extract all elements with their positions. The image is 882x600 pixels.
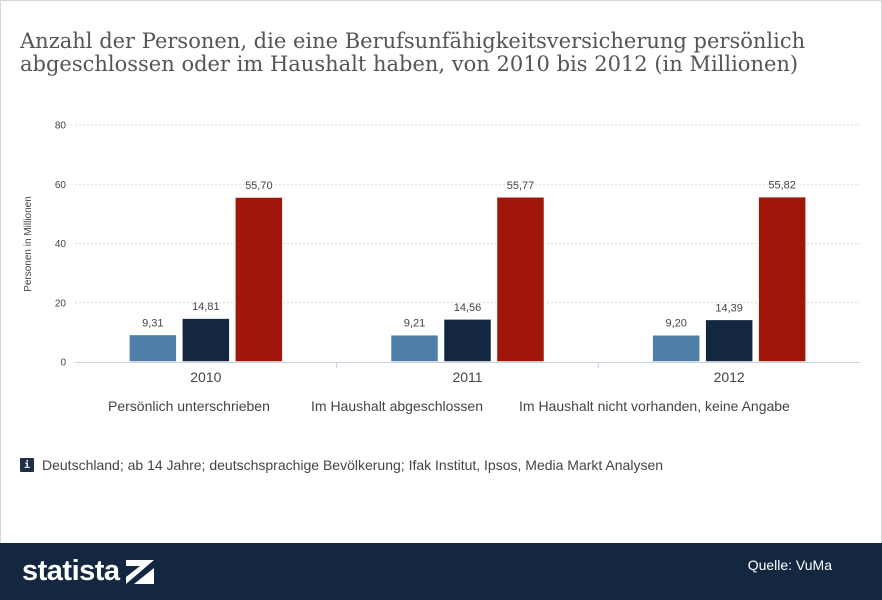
bar <box>704 318 754 363</box>
x-tick-label: 2012 <box>714 369 745 385</box>
bars <box>128 195 807 363</box>
bar <box>128 333 178 363</box>
legend-item-haushalt[interactable]: Im Haushalt abgeschlossen <box>311 398 483 414</box>
x-tick-label: 2011 <box>452 369 482 385</box>
y-tick-label: 60 <box>55 180 67 191</box>
data-label: 55,70 <box>245 180 273 192</box>
data-labels: 9,31 14,81 55,70 9,21 14,56 55,77 9,20 14,39 55,… <box>142 180 796 330</box>
x-tick-label: 2010 <box>190 369 221 385</box>
data-label: 14,56 <box>454 302 482 314</box>
y-tick-label: 40 <box>55 239 67 250</box>
data-label: 55,77 <box>507 180 535 192</box>
data-label: 14,81 <box>192 301 220 313</box>
logo-text: statista <box>22 555 120 587</box>
info-icon[interactable]: i <box>20 458 34 472</box>
bar <box>234 196 284 363</box>
data-label: 14,39 <box>715 302 743 314</box>
y-axis-label: Personen in Millionen <box>23 196 34 292</box>
y-axis-ticks: 0 20 40 60 80 <box>55 121 67 369</box>
y-tick-label: 0 <box>60 358 66 369</box>
bar <box>442 318 493 363</box>
chart-title-line-1: Anzahl der Personen, die eine Berufsunfä… <box>20 29 806 53</box>
source-credit[interactable]: Quelle: VuMa <box>747 557 832 573</box>
data-label: 55,82 <box>768 180 796 192</box>
data-label: 9,20 <box>665 318 686 330</box>
legend: Persönlich unterschrieben Im Haushalt ab… <box>108 398 808 418</box>
grid-lines <box>75 124 860 304</box>
bar <box>181 317 231 363</box>
y-tick-label: 80 <box>55 121 67 132</box>
bar <box>495 196 546 363</box>
chart-title: Anzahl der Personen, die eine Berufsunfä… <box>20 30 860 76</box>
bar <box>389 333 440 363</box>
statista-logo-icon <box>125 559 154 584</box>
bar <box>757 195 807 363</box>
source-note-text: Deutschland; ab 14 Jahre; deutschsprachi… <box>42 457 664 473</box>
bar <box>651 333 701 363</box>
legend-item-nicht-vorhanden[interactable]: Im Haushalt nicht vorhanden, keine Angab… <box>519 398 790 414</box>
statista-logo[interactable]: statista <box>22 555 154 588</box>
y-tick-label: 20 <box>55 298 67 309</box>
source-note: i Deutschland; ab 14 Jahre; deutschsprac… <box>20 456 663 474</box>
data-label: 9,31 <box>142 317 163 329</box>
footer-bar: statista Quelle: VuMa <box>0 543 882 600</box>
data-label: 9,21 <box>404 318 425 330</box>
bar-chart: 0 20 40 60 80 Personen in Millionen 9,31 14,8… <box>23 121 860 385</box>
x-axis: 2010 2011 2012 <box>75 362 860 385</box>
chart-title-line-2: abgeschlossen oder im Haushalt haben, vo… <box>20 52 799 76</box>
legend-item-persoenlich[interactable]: Persönlich unterschrieben <box>108 398 270 414</box>
